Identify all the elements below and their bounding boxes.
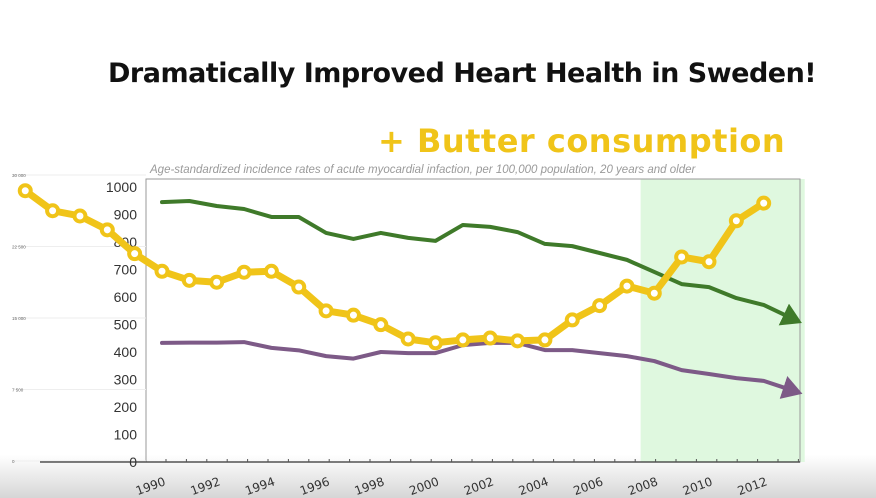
- y2-tick-label: 0: [12, 459, 15, 464]
- y-tick-label: 1000: [106, 179, 137, 195]
- data-point: [127, 246, 143, 262]
- data-point: [209, 274, 225, 290]
- data-point: [564, 312, 580, 328]
- data-point: [99, 222, 115, 238]
- data-point: [510, 333, 526, 349]
- highlight-region: [640, 179, 805, 462]
- data-point: [646, 285, 662, 301]
- x-tick-label: 1994: [243, 474, 276, 498]
- data-point: [72, 208, 88, 224]
- x-tick-label: 2006: [571, 474, 604, 498]
- data-point: [537, 332, 553, 348]
- data-point: [181, 272, 197, 288]
- y-tick-label: 600: [114, 289, 138, 305]
- data-point: [318, 303, 334, 319]
- x-tick-label: 2010: [681, 474, 714, 498]
- data-point: [291, 279, 307, 295]
- data-point: [674, 249, 690, 265]
- data-point: [236, 264, 252, 280]
- y-tick-label: 400: [114, 344, 138, 360]
- x-tick-label: 1996: [298, 474, 331, 498]
- series-line-1: [160, 340, 803, 399]
- data-point: [428, 335, 443, 351]
- y-tick-label: 900: [114, 207, 138, 223]
- y-tick-label: 300: [114, 372, 138, 388]
- y2-tick-label: 7 500: [12, 388, 24, 393]
- data-point: [154, 263, 170, 279]
- x-tick-label: 2008: [626, 474, 659, 498]
- data-point: [400, 331, 416, 347]
- y2-tick-label: 22 500: [12, 245, 26, 250]
- x-tick-label: 1990: [134, 474, 167, 498]
- data-point: [263, 263, 279, 279]
- data-point: [619, 278, 635, 294]
- series-line-2: [21, 187, 768, 347]
- y2-tick-label: 30 000: [12, 173, 26, 178]
- y-tick-label: 100: [114, 427, 138, 443]
- x-tick-label: 1992: [189, 474, 222, 498]
- x-tick-label: 2012: [736, 474, 769, 498]
- data-point: [345, 307, 361, 323]
- series-line-0: [160, 199, 802, 326]
- y-tick-label: 200: [114, 399, 138, 415]
- y-tick-label: 700: [114, 262, 138, 278]
- data-point: [701, 254, 717, 270]
- x-tick-label: 1998: [353, 474, 386, 498]
- data-point: [17, 183, 33, 199]
- y2-tick-label: 15 000: [12, 316, 26, 321]
- y-tick-label: 500: [114, 317, 138, 333]
- data-point: [592, 298, 608, 314]
- butter-consumption-label: + Butter consumption: [378, 122, 786, 160]
- slide-title: Dramatically Improved Heart Health in Sw…: [108, 58, 817, 89]
- data-point: [756, 195, 772, 211]
- data-point: [728, 213, 744, 229]
- x-tick-label: 2000: [407, 474, 440, 498]
- data-point: [45, 203, 61, 219]
- x-tick-label: 2002: [462, 474, 495, 498]
- data-point: [455, 332, 471, 348]
- data-point: [482, 330, 498, 346]
- x-tick-label: 2004: [517, 474, 550, 498]
- data-point: [373, 317, 389, 333]
- chart-subtitle: Age-standardized incidence rates of acut…: [150, 164, 696, 176]
